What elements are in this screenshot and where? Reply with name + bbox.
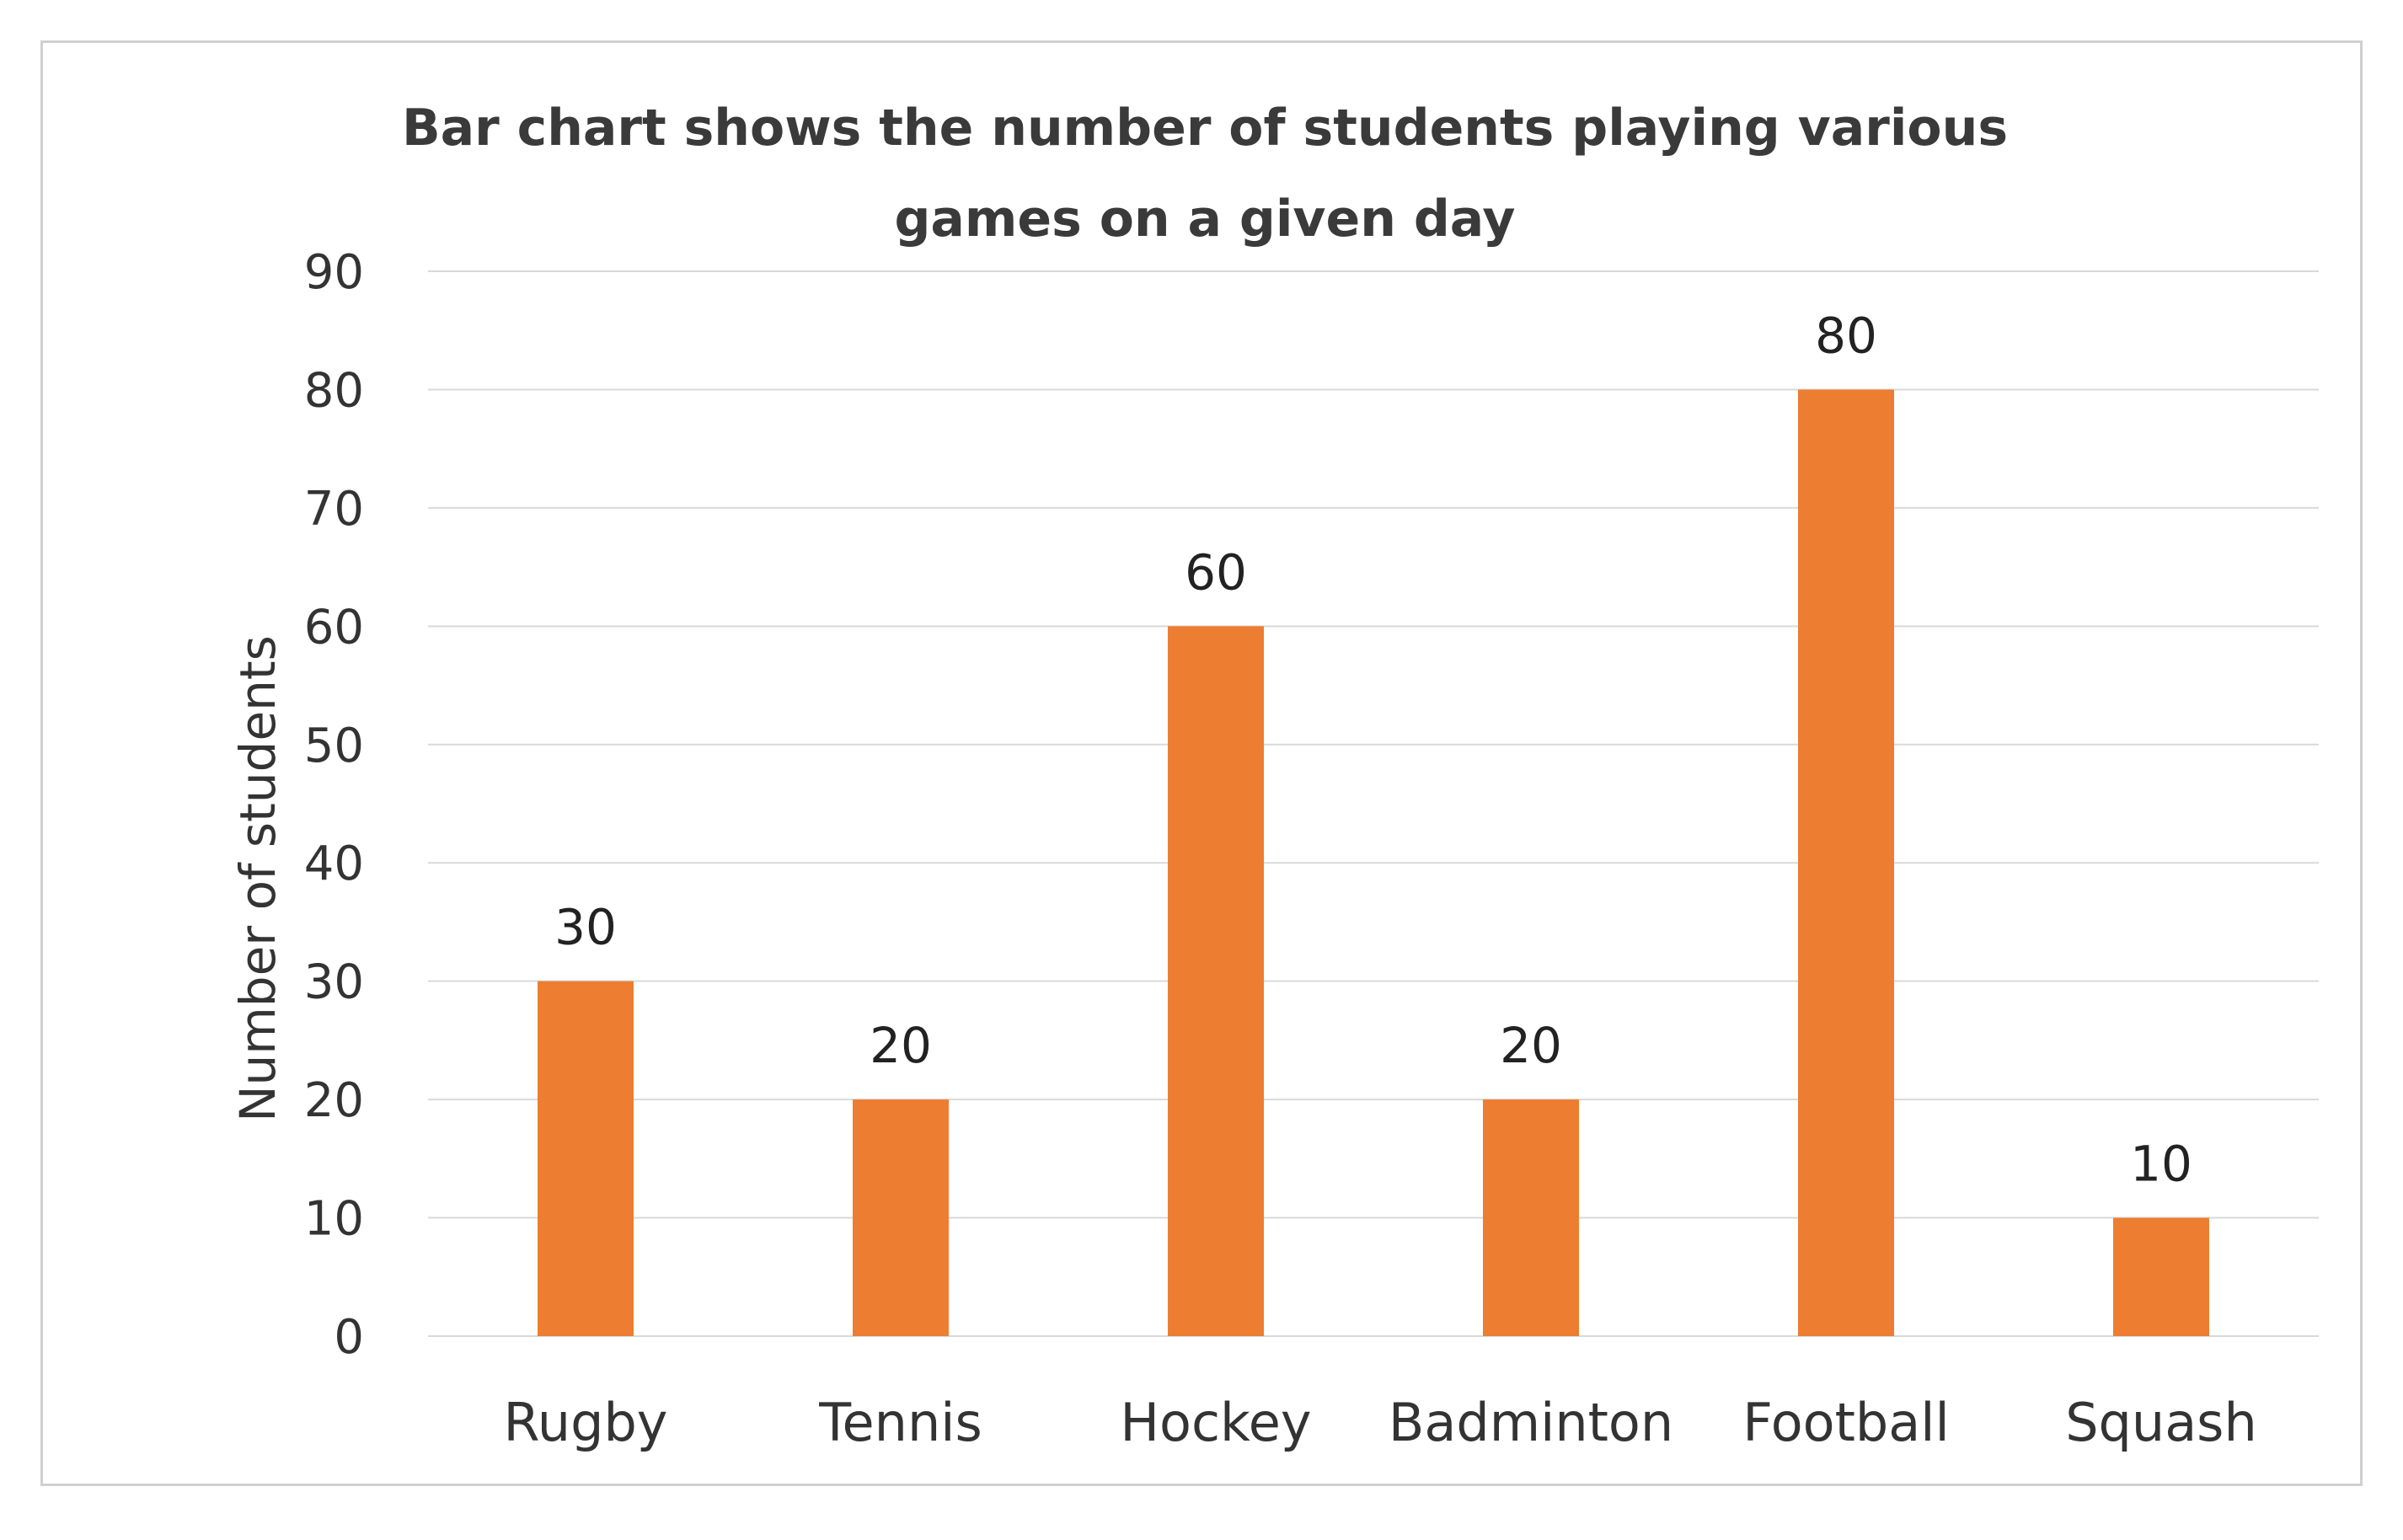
data-label-hockey: 60 xyxy=(1185,543,1247,601)
data-label-tennis: 20 xyxy=(870,1017,932,1074)
bars xyxy=(538,389,2209,1336)
data-label-squash: 10 xyxy=(2130,1136,2192,1193)
bar-tennis xyxy=(853,1099,949,1336)
data-label-football: 80 xyxy=(1815,307,1877,364)
bar-football xyxy=(1798,389,1894,1336)
y-tick-label: 30 xyxy=(304,955,364,1010)
y-tick-label: 10 xyxy=(304,1192,364,1247)
category-label-football: Football xyxy=(1742,1392,1949,1453)
chart-title-line-1: Bar chart shows the number of students p… xyxy=(402,99,2008,158)
chart-title: Bar chart shows the number of students p… xyxy=(402,99,2008,249)
bar-rugby xyxy=(538,981,634,1336)
category-label-badminton: Badminton xyxy=(1389,1392,1673,1453)
y-tick-label: 0 xyxy=(334,1310,364,1365)
y-tick-label: 40 xyxy=(304,837,364,891)
y-tick-label: 70 xyxy=(304,482,364,537)
x-axis-category-labels: Rugby Tennis Hockey Badminton Football Squash xyxy=(504,1392,2257,1453)
data-labels: 30 20 60 20 80 10 xyxy=(554,307,2192,1192)
y-tick-label: 50 xyxy=(304,719,364,773)
bar-hockey xyxy=(1168,626,1264,1336)
y-tick-label: 90 xyxy=(304,245,364,300)
bar-squash xyxy=(2113,1217,2209,1336)
y-axis-tick-labels: 0 10 20 30 40 50 60 70 80 90 xyxy=(304,245,364,1365)
y-tick-label: 80 xyxy=(304,363,364,418)
category-label-hockey: Hockey xyxy=(1120,1392,1311,1453)
bar-badminton xyxy=(1483,1099,1579,1336)
category-label-squash: Squash xyxy=(2065,1392,2257,1453)
y-tick-label: 60 xyxy=(304,600,364,655)
category-label-rugby: Rugby xyxy=(504,1392,668,1453)
data-label-badminton: 20 xyxy=(1500,1017,1562,1074)
chart-title-line-2: games on a given day xyxy=(894,190,1515,249)
y-tick-label: 20 xyxy=(304,1073,364,1128)
category-label-tennis: Tennis xyxy=(818,1392,982,1453)
gridlines xyxy=(428,270,2319,1337)
data-label-rugby: 30 xyxy=(554,899,617,956)
y-axis-title: Number of students xyxy=(229,635,286,1122)
